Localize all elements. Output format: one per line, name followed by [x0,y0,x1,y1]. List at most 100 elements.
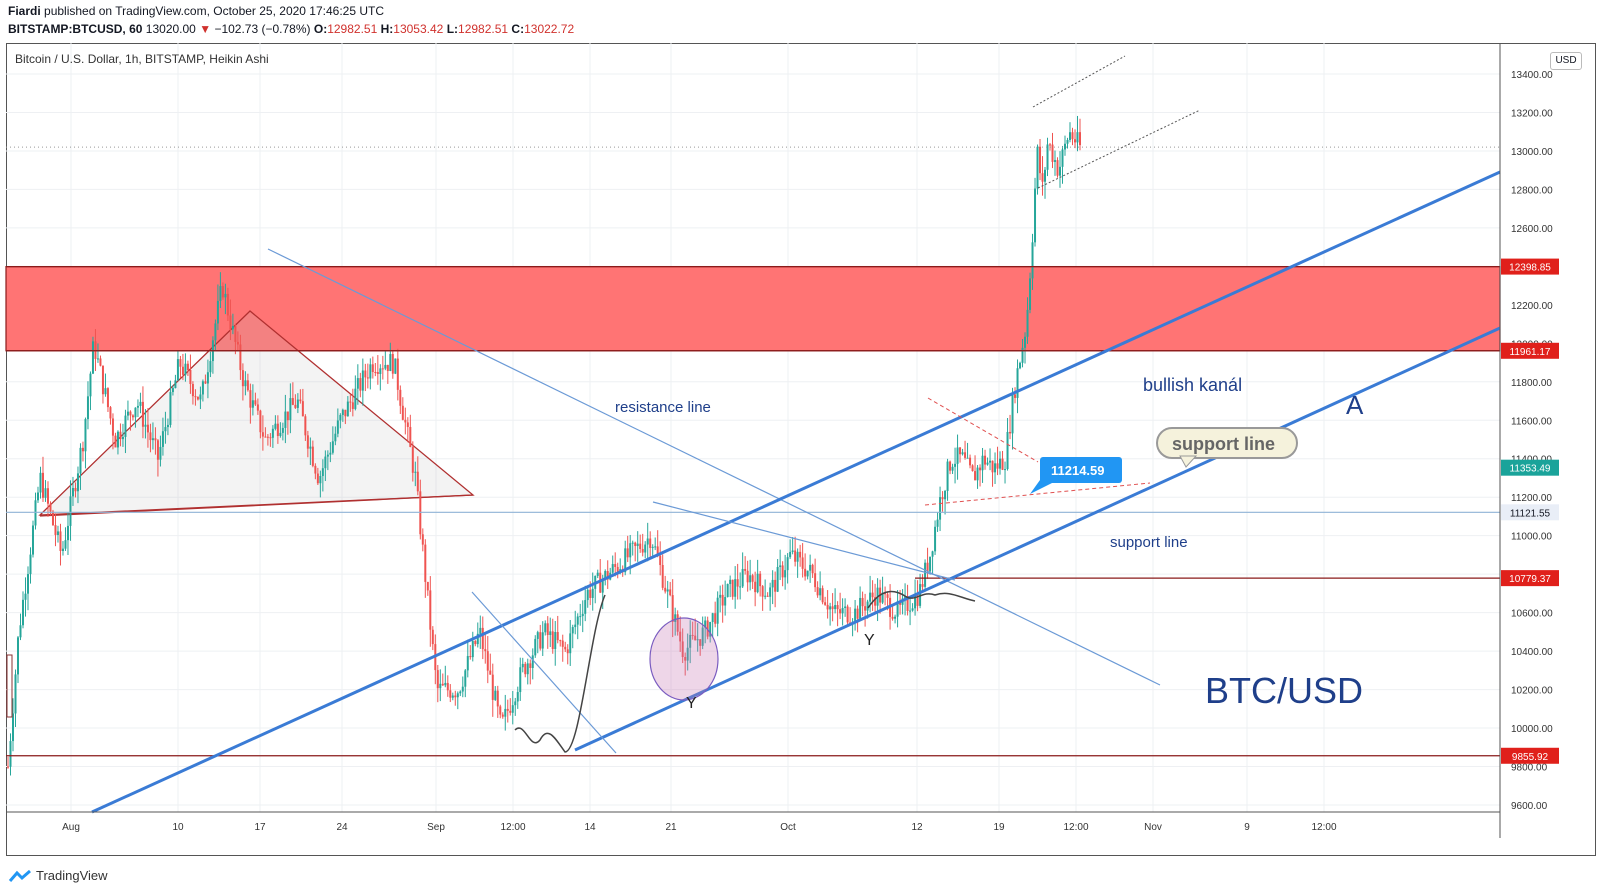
candle-body [106,388,109,408]
candle-body [589,589,592,598]
candle-body [1051,144,1054,162]
price-level-label: 12398.85 [1509,263,1551,274]
candle-body [691,634,694,636]
candle-body [246,380,249,391]
candle-body [44,488,47,498]
publish-info: Fiardi published on TradingView.com, Oct… [8,4,384,18]
candle-body [1069,132,1072,140]
candle-body [221,286,224,298]
candle-body [284,411,287,428]
candle-body [464,670,467,687]
price-bubble[interactable]: 11214.59 [1030,457,1122,494]
candle-body [969,457,972,466]
candle-body [509,710,512,713]
price-level-tag [1501,459,1559,476]
x-tick-label: Aug [62,822,80,833]
candle-body [631,542,634,544]
candle-body [219,286,222,301]
candle-body [651,546,654,548]
candle-body [699,639,702,646]
currency-button[interactable]: USD [1550,52,1582,70]
candle-body [344,409,347,417]
candle-body [831,606,834,610]
candle-body [684,657,687,661]
candle-body [429,590,432,630]
dotted-channel-upper [1032,55,1126,108]
candle-body [466,656,469,671]
candle-body [701,627,704,646]
candle-body [731,579,734,597]
candle-body [79,447,82,474]
candle-body [206,372,209,384]
candle-body [334,433,337,442]
tradingview-logo-icon [8,869,31,882]
support-callout[interactable]: support line [1156,427,1298,468]
candle-body [1029,278,1032,310]
candle-body [309,446,312,449]
candle-body [476,633,479,645]
candle-body [644,544,647,553]
highlight-ellipse [649,617,719,701]
candle-body [351,402,354,409]
candle-body [71,488,74,497]
candle-body [7,766,9,768]
candle-body [666,589,669,592]
candle-body [416,471,419,492]
candle-body [979,467,982,471]
candle-body [954,463,957,467]
candle-body [474,640,477,645]
candle-body [961,452,964,455]
candle-body [311,446,314,466]
candle-body [794,550,797,562]
candle-body [806,570,809,577]
candle-body [524,663,527,675]
candle-body [484,649,487,652]
candle-body [479,627,482,634]
candle-body [356,378,359,389]
x-tick-label: 19 [993,822,1005,833]
candle-body [541,632,544,649]
candle-body [239,344,242,371]
price-level-tag [1501,258,1559,275]
down-arrow-icon: ▼ [199,22,212,36]
author-name[interactable]: Fiardi [8,4,41,18]
bullish-channel-label: bullish kanál [1143,375,1242,395]
candle-body [1009,431,1012,434]
candle-body [226,293,229,316]
low-label: L: [446,22,459,36]
candle-body [256,404,259,411]
candle-body [964,452,967,458]
candle-series [7,115,1081,776]
candle-body [746,570,749,583]
y-tick-label: 10000.00 [1511,724,1553,735]
y-tick-label: 13000.00 [1511,147,1553,158]
candle-body [884,592,887,595]
candle-body [121,436,124,440]
candle-body [276,423,279,436]
x-tick-label: 12 [911,822,923,833]
candle-body [586,589,589,601]
candle-body [169,392,172,425]
candle-body [349,401,352,403]
y-tick-label: 12800.00 [1511,185,1553,196]
candle-body [779,565,782,567]
candle-body [504,708,507,717]
candle-body [1039,146,1042,174]
price-level-label: 9855.92 [1512,752,1549,763]
footer-brand[interactable]: TradingView [36,868,108,883]
candle-body [536,632,539,639]
candle-body [606,571,609,580]
candle-body [26,574,29,594]
candle-body [711,613,714,622]
y-axis-ticks: 13400.00 13200.00 13000.00 12800.00 12600.00… [1511,70,1553,812]
candle-body [301,401,304,417]
candle-body [186,363,189,370]
candle-body [296,399,299,408]
candle-body [554,632,557,649]
candle-body [236,341,239,345]
candle-body [744,568,747,571]
candle-body [449,690,452,698]
candle-body [539,632,542,649]
support-line-label: support line [1110,534,1188,551]
